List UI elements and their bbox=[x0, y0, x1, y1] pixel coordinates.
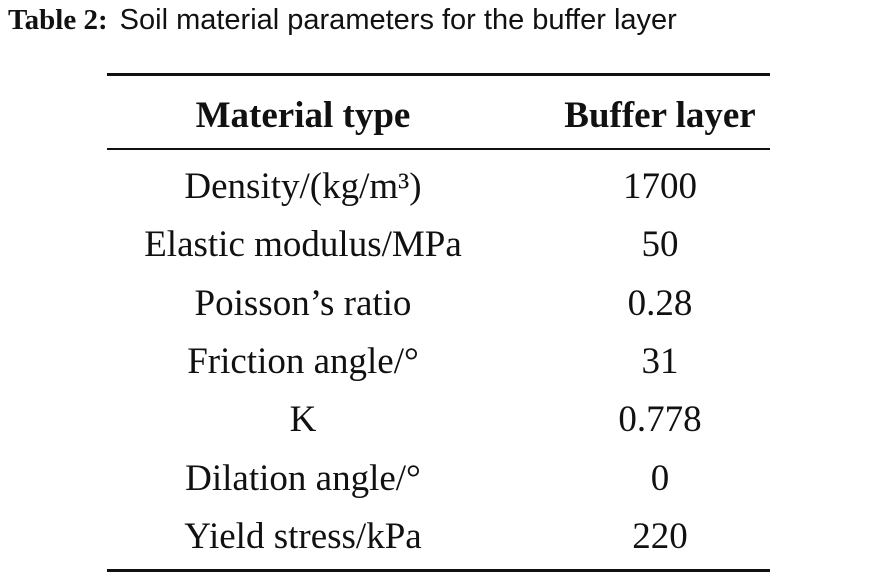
parameter-cell: Elastic modulus/MPa bbox=[144, 224, 462, 266]
value-cell: 0.778 bbox=[618, 399, 702, 441]
caption-label: Table 2: bbox=[8, 4, 108, 36]
parameter-cell: K bbox=[289, 399, 317, 441]
parameter-cell: Density/(kg/m³) bbox=[184, 166, 422, 207]
parameter-cell: Friction angle/° bbox=[187, 340, 419, 382]
caption-text: Soil material parameters for the buffer … bbox=[119, 4, 677, 36]
caption: Table 2: Soil material parameters for the… bbox=[8, 4, 677, 37]
header-rule bbox=[107, 148, 770, 150]
value-cell: 0 bbox=[650, 457, 670, 499]
value-cell: 31 bbox=[641, 340, 679, 382]
header-cell: Buffer layer bbox=[564, 95, 756, 136]
value-cell: 220 bbox=[632, 515, 688, 557]
parameter-cell: Dilation angle/° bbox=[185, 457, 421, 499]
parameter-cell: Poisson’s ratio bbox=[194, 282, 412, 324]
header-cell: Material type bbox=[195, 95, 411, 136]
bottom-rule bbox=[107, 569, 770, 572]
value-cell: 0.28 bbox=[627, 282, 693, 324]
value-cell: 1700 bbox=[623, 166, 697, 207]
top-rule bbox=[107, 73, 770, 76]
parameter-cell: Yield stress/kPa bbox=[184, 515, 422, 557]
value-cell: 50 bbox=[641, 224, 679, 266]
